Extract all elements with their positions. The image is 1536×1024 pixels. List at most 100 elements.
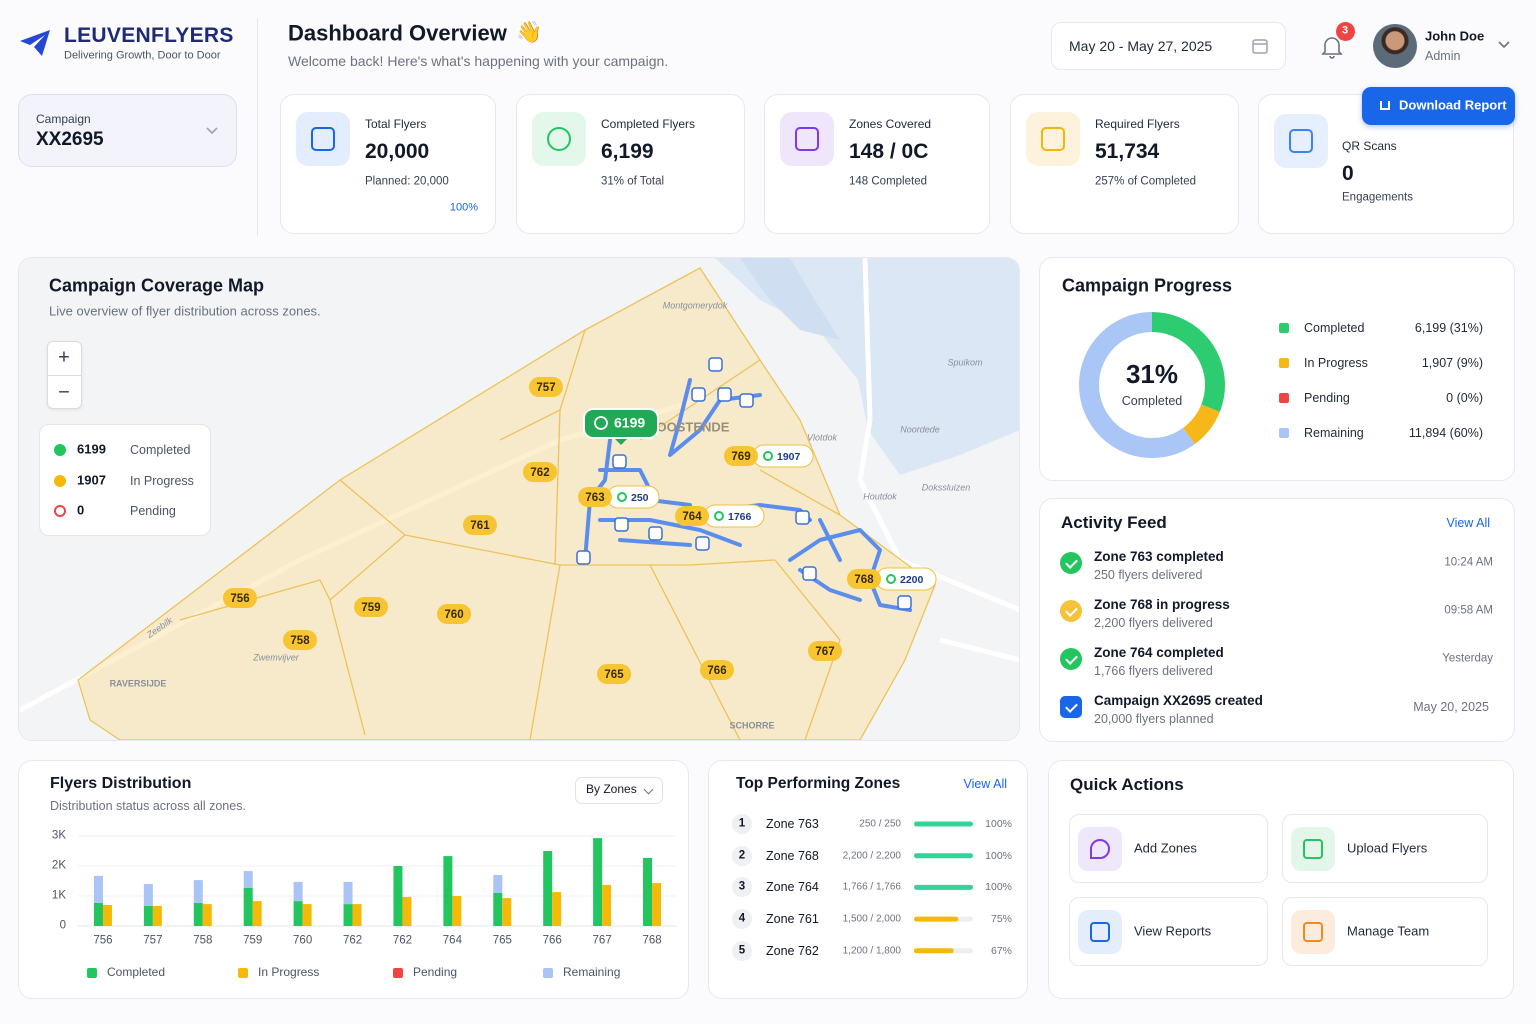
campaign-select[interactable]: [18, 94, 237, 167]
place-name: Houtdok: [863, 491, 897, 501]
divider: [257, 18, 258, 236]
y-tick-label: 2K: [51, 859, 66, 872]
zone-label: 757: [536, 382, 555, 394]
stat-label: QR Scans: [1342, 139, 1397, 154]
view-all[interactable]: View All: [1446, 515, 1490, 530]
place-name: SCHORRE: [729, 720, 774, 730]
x-tick-label: 768: [642, 934, 662, 947]
bell-icon[interactable]: [1320, 34, 1344, 60]
zone-badge: [578, 487, 612, 507]
x-tick-label: 760: [293, 934, 313, 947]
place-name: Montgomerydok: [663, 300, 728, 310]
calendar-icon: [1252, 39, 1268, 54]
rank: 2: [738, 849, 746, 862]
progress-title: Campaign Progress: [1062, 275, 1233, 296]
view-all[interactable]: View All: [963, 776, 1007, 791]
count-ring: [617, 492, 627, 502]
y-tick-label: 1K: [51, 889, 66, 902]
bar-segment: [343, 881, 353, 905]
legend-value: 0 (0%): [1446, 390, 1483, 405]
place-name: Dokssluizen: [922, 482, 971, 492]
x-tick-label: 764: [442, 934, 462, 947]
place-name: Vlotdok: [807, 432, 838, 442]
filter-select[interactable]: [575, 777, 663, 804]
legend-label: Completed: [1304, 320, 1365, 335]
bar: [202, 904, 212, 926]
action-glyph: [1303, 839, 1323, 859]
zone-label: 758: [290, 635, 310, 647]
zone-name: Zone 761: [766, 911, 819, 926]
stat-value: 51,734: [1095, 139, 1160, 163]
rank-circle: [732, 814, 752, 834]
bar-fill: [914, 948, 954, 954]
legend-dot: [54, 444, 66, 456]
zone-badge: [223, 588, 257, 608]
place-name: Zwemvijver: [252, 652, 300, 662]
chart-title: Flyers Distribution: [50, 774, 192, 792]
action-label[interactable]: Manage Team: [1347, 923, 1430, 939]
top-zones-title: Top Performing Zones: [736, 775, 901, 793]
brand-name: LEUVENFLYERS: [64, 23, 234, 47]
download-label[interactable]: Download Report: [1399, 97, 1507, 113]
zone-name: Zone 762: [766, 943, 819, 958]
legend-value: 1,907 (9%): [1421, 355, 1483, 370]
filter-label[interactable]: By Zones: [586, 782, 637, 797]
bar-segment: [343, 904, 353, 926]
action-label[interactable]: View Reports: [1134, 923, 1212, 939]
legend-label: Remaining: [563, 965, 621, 980]
stat-note: Engagements: [1342, 191, 1413, 204]
zone-label: 759: [361, 602, 380, 614]
date-range[interactable]: May 20 - May 27, 2025: [1069, 37, 1213, 54]
zoom-out[interactable]: −: [58, 381, 70, 404]
legend-value: 0: [77, 502, 85, 518]
legend-label: Completed: [107, 965, 166, 980]
bar-fill: [914, 821, 973, 827]
stat-value: 148 / 0C: [849, 139, 929, 163]
top-zones-card: [708, 760, 1028, 999]
legend-swatch: [1279, 428, 1289, 438]
stat-label: Total Flyers: [365, 117, 427, 132]
action-label[interactable]: Add Zones: [1134, 840, 1197, 856]
bar-segment: [493, 875, 503, 893]
x-tick-label: 757: [143, 934, 163, 947]
activity-detail: 1,766 flyers delivered: [1094, 663, 1213, 678]
zone-label: 762: [530, 467, 549, 479]
zone-badge: [354, 597, 388, 617]
action-glyph: [1090, 839, 1110, 859]
stat-icon: [1026, 112, 1080, 166]
zoom-divider: [48, 375, 81, 376]
zone-label: 764: [682, 511, 702, 523]
bar-segment: [393, 866, 403, 926]
zone-label: 765: [604, 669, 624, 681]
bar-segment: [143, 884, 153, 906]
date-picker[interactable]: [1051, 22, 1286, 70]
campaign-value: XX2695: [36, 129, 104, 151]
logo-icon: [20, 30, 50, 56]
bar-segment: [93, 902, 103, 926]
completed-badge-value: 6199: [614, 415, 645, 431]
zone-percent: 100%: [985, 817, 1012, 830]
legend-swatch: [87, 968, 97, 978]
zone-count: 250 / 250: [859, 818, 901, 830]
zone-count: 250: [631, 492, 649, 504]
activity-detail: 250 flyers delivered: [1094, 567, 1203, 582]
house-markers: [576, 357, 912, 610]
bar-fill: [914, 916, 959, 922]
activity-title: Zone 763 completed: [1094, 549, 1224, 565]
action-label[interactable]: Upload Flyers: [1347, 840, 1428, 856]
zone-label: 763: [585, 492, 604, 504]
action-icon: [1291, 827, 1335, 871]
rank: 4: [738, 912, 746, 925]
download-button[interactable]: [1362, 87, 1515, 125]
place-name: Noordede: [900, 424, 940, 434]
stat-icon-glyph: [795, 127, 819, 151]
count-ring: [886, 574, 896, 584]
user-name: John Doe: [1425, 28, 1485, 44]
activity-detail: 20,000 flyers planned: [1094, 711, 1214, 726]
x-tick-label: 762: [392, 934, 413, 947]
zone-badge: [529, 377, 563, 397]
chevron[interactable]: [1497, 40, 1511, 50]
zoom-in[interactable]: +: [58, 346, 70, 369]
avatar[interactable]: [1373, 24, 1417, 68]
bar: [152, 905, 162, 926]
